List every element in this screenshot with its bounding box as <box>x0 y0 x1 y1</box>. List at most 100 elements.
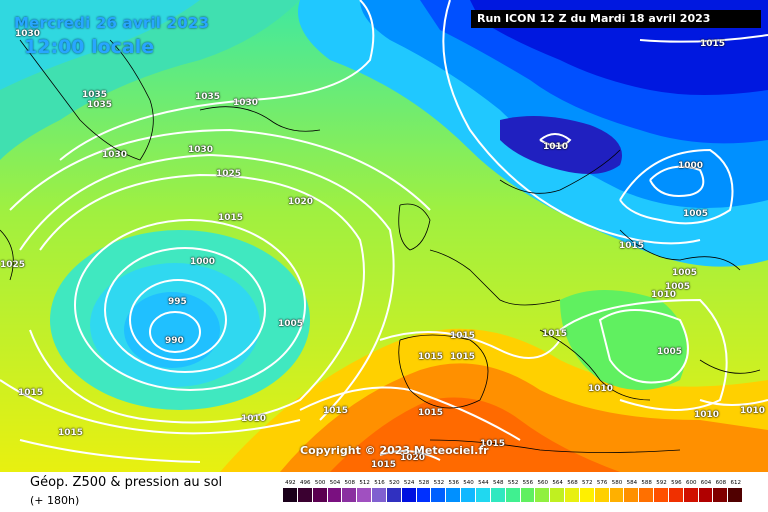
isobar-label: 1015 <box>619 241 645 251</box>
legend-item: 528 <box>416 479 432 502</box>
legend-color-swatch <box>609 488 625 502</box>
isobar-label: 1010 <box>588 384 614 394</box>
legend-item: 576 <box>594 479 610 502</box>
legend-item: 512 <box>357 479 373 502</box>
legend-item: 568 <box>565 479 580 502</box>
legend-color-swatch <box>461 488 476 502</box>
legend-color-swatch <box>327 488 343 502</box>
legend-value-label: 504 <box>329 480 341 486</box>
legend-value-label: 548 <box>492 480 504 486</box>
isobar-label: 1015 <box>323 406 349 416</box>
isobar-label: 1015 <box>18 388 44 398</box>
legend-value-label: 584 <box>626 480 638 486</box>
legend-color-swatch <box>475 488 491 502</box>
legend-value-label: 492 <box>285 480 296 486</box>
isobar-label: 1035 <box>82 90 108 100</box>
legend-item: 572 <box>579 479 595 502</box>
legend-value-label: 552 <box>507 480 519 486</box>
legend-color-swatch <box>446 488 462 502</box>
legend-item: 580 <box>609 479 625 502</box>
isobar-label: 1030 <box>102 150 128 160</box>
legend-color-swatch <box>342 488 358 502</box>
isobar-label: 1005 <box>278 319 304 329</box>
legend-color-swatch <box>668 488 684 502</box>
legend-item: 560 <box>535 479 551 502</box>
legend-color-swatch <box>639 488 655 502</box>
isobar-label: 1000 <box>678 161 704 171</box>
legend-item: 544 <box>475 479 491 502</box>
legend-value-label: 556 <box>522 480 534 486</box>
legend-color-swatch <box>624 488 640 502</box>
legend-color-swatch <box>297 488 313 502</box>
legend-color-swatch <box>579 488 595 502</box>
legend-value-label: 532 <box>433 480 445 486</box>
isobar-label: 1030 <box>15 29 41 39</box>
legend-item: 596 <box>668 479 684 502</box>
legend-color-swatch <box>312 488 328 502</box>
legend-color-swatch <box>431 488 447 502</box>
legend-item: 564 <box>550 479 566 502</box>
legend-item: 548 <box>490 479 506 502</box>
legend-value-label: 600 <box>685 480 697 486</box>
legend-color-swatch <box>594 488 610 502</box>
legend-value-label: 496 <box>300 480 311 486</box>
coastlines <box>0 39 761 453</box>
isobar-label: 1015 <box>371 460 397 470</box>
isobar-label: 1015 <box>542 329 568 339</box>
model-run-label: Run ICON 12 Z du Mardi 18 avril 2023 <box>471 10 761 28</box>
isobar-label: 1005 <box>683 209 709 219</box>
isobar-label: 1015 <box>700 39 726 49</box>
isobar-label: 995 <box>168 297 187 307</box>
legend-value-label: 608 <box>715 480 727 486</box>
legend-item: 608 <box>713 479 729 502</box>
isobar-label: 1010 <box>694 410 720 420</box>
legend-color-swatch <box>283 488 298 502</box>
legend-value-label: 568 <box>567 480 578 486</box>
legend-value-label: 604 <box>700 480 712 486</box>
isobar-label: 1015 <box>218 213 244 223</box>
isobar-label: 1000 <box>190 257 216 267</box>
legend-value-label: 588 <box>641 480 652 486</box>
isobar-label: 1015 <box>418 408 444 418</box>
legend-color-swatch <box>386 488 402 502</box>
legend-item: 504 <box>327 479 343 502</box>
legend-color-swatch <box>490 488 506 502</box>
legend-item: 588 <box>639 479 655 502</box>
legend-value-label: 612 <box>730 480 741 486</box>
legend-value-label: 528 <box>418 480 430 486</box>
isobar-label: 1030 <box>233 98 259 108</box>
legend-color-swatch <box>357 488 373 502</box>
legend-color-swatch <box>728 488 744 502</box>
legend-value-label: 520 <box>389 480 400 486</box>
isobar-label: 1015 <box>418 352 444 362</box>
legend-color-swatch <box>401 488 417 502</box>
isobar-label: 1030 <box>188 145 214 155</box>
legend-value-label: 572 <box>582 480 593 486</box>
legend-item: 496 <box>297 479 313 502</box>
isobar-label: 1010 <box>651 290 677 300</box>
legend-item: 508 <box>342 479 358 502</box>
legend-item: 612 <box>728 479 744 502</box>
legend-value-label: 500 <box>314 480 326 486</box>
legend-item: 524 <box>401 479 417 502</box>
map-footer: Géop. Z500 & pression au sol (+ 180h) 49… <box>0 472 768 512</box>
legend-item: 492 <box>283 479 298 502</box>
isobar-label: 1020 <box>288 197 314 207</box>
legend-value-label: 592 <box>656 480 667 486</box>
isobar-label: 1015 <box>450 331 476 341</box>
color-scale-legend: 492 496 500 504 508 512 516 520 524 528 532 536 540 5… <box>283 479 744 502</box>
isobar-label: 990 <box>165 336 184 346</box>
legend-color-swatch <box>505 488 521 502</box>
legend-color-swatch <box>654 488 669 502</box>
valid-time-title: 12:00 locale <box>24 36 155 58</box>
isobar-label: 1020 <box>400 453 426 463</box>
legend-value-label: 508 <box>344 480 356 486</box>
isobar-label: 1015 <box>58 428 84 438</box>
isobar-label: 1025 <box>0 260 26 270</box>
legend-item: 592 <box>654 479 669 502</box>
legend-item: 516 <box>372 479 387 502</box>
legend-value-label: 564 <box>552 480 563 486</box>
z500-field <box>0 0 768 472</box>
legend-value-label: 560 <box>537 480 549 486</box>
legend-color-swatch <box>520 488 536 502</box>
